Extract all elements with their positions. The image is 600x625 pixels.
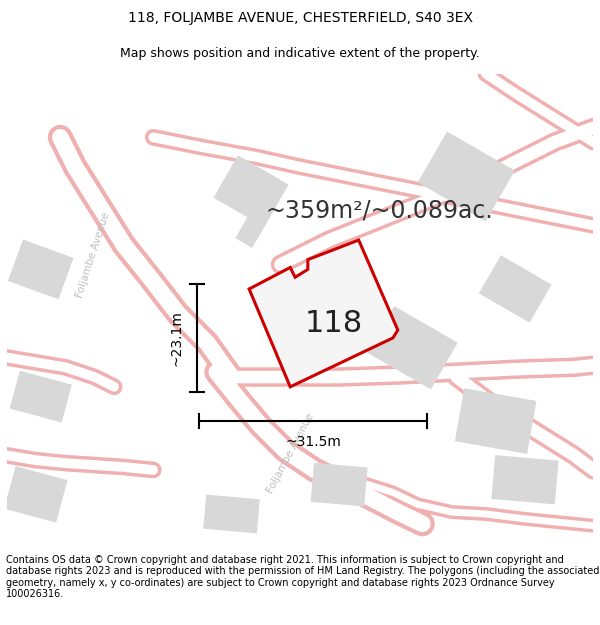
Text: Foljambe Avenue: Foljambe Avenue (74, 211, 111, 299)
Polygon shape (249, 240, 398, 387)
Polygon shape (491, 455, 559, 504)
Polygon shape (418, 131, 515, 221)
Text: Contains OS data © Crown copyright and database right 2021. This information is : Contains OS data © Crown copyright and d… (6, 554, 599, 599)
Text: 118, FOLJAMBE AVENUE, CHESTERFIELD, S40 3EX: 118, FOLJAMBE AVENUE, CHESTERFIELD, S40 … (128, 11, 473, 26)
Polygon shape (455, 388, 536, 454)
Polygon shape (367, 306, 458, 389)
Text: ~359m²/~0.089ac.: ~359m²/~0.089ac. (266, 199, 494, 222)
Text: 118: 118 (305, 309, 364, 338)
Text: ~31.5m: ~31.5m (285, 435, 341, 449)
Polygon shape (235, 213, 267, 248)
Text: ~23.1m: ~23.1m (170, 310, 184, 366)
Polygon shape (203, 494, 260, 533)
Polygon shape (8, 239, 74, 299)
Text: Map shows position and indicative extent of the property.: Map shows position and indicative extent… (120, 47, 480, 59)
Polygon shape (311, 462, 368, 506)
Polygon shape (214, 155, 289, 227)
Polygon shape (4, 466, 68, 522)
Polygon shape (479, 255, 551, 322)
Polygon shape (10, 371, 72, 423)
Text: Foljambe Avenue: Foljambe Avenue (265, 412, 316, 495)
